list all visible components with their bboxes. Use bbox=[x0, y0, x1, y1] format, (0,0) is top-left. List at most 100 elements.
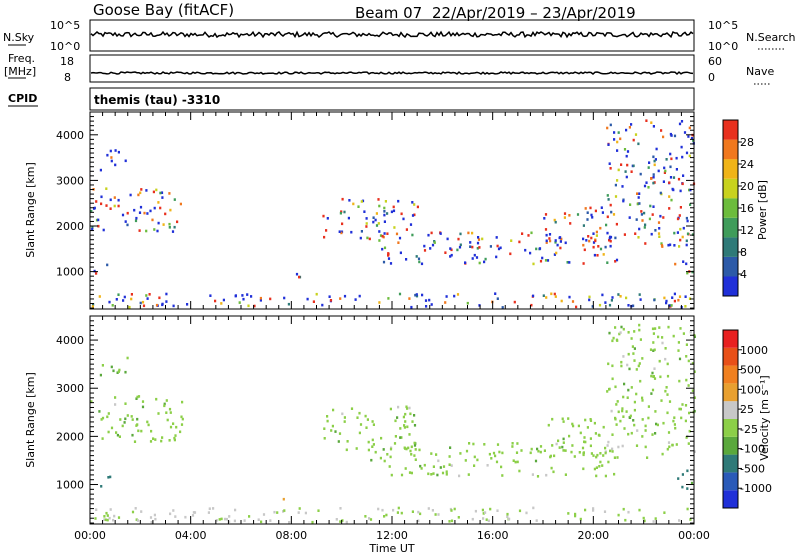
power-cell bbox=[410, 305, 413, 309]
velocity-cell bbox=[674, 426, 677, 430]
velocity-cell bbox=[397, 405, 400, 409]
velocity-cell bbox=[248, 515, 251, 518]
velocity-cell bbox=[584, 440, 587, 444]
velocity-cell bbox=[135, 424, 138, 427]
velocity-cell bbox=[573, 455, 576, 458]
velocity-cell bbox=[620, 364, 623, 368]
velocity-cell bbox=[445, 470, 448, 473]
nave-tick-top: 60 bbox=[708, 55, 722, 68]
velocity-cell bbox=[367, 448, 370, 452]
power-cell bbox=[608, 238, 611, 242]
velocity-cell bbox=[116, 371, 119, 374]
velocity-cell bbox=[657, 335, 660, 339]
velocity-cell bbox=[225, 517, 228, 521]
power-cell bbox=[430, 303, 433, 306]
power-cell bbox=[382, 260, 386, 264]
velocity-cell bbox=[679, 327, 682, 330]
velocity-cell bbox=[413, 454, 416, 457]
velocity-cell bbox=[536, 447, 539, 451]
power-cell bbox=[653, 181, 656, 184]
power-cell bbox=[247, 304, 250, 308]
velocity-cell bbox=[609, 449, 612, 453]
velocity-cell bbox=[481, 508, 484, 512]
power-cell bbox=[658, 235, 661, 238]
power-cell bbox=[91, 228, 94, 231]
velocity-cell bbox=[490, 457, 493, 460]
velocity-cell bbox=[501, 451, 504, 455]
power-cell bbox=[584, 207, 587, 210]
power-cell bbox=[365, 225, 368, 228]
power-cell bbox=[477, 238, 481, 241]
velocity-cell bbox=[589, 444, 592, 448]
power-cell bbox=[613, 131, 616, 134]
velocity-cell bbox=[262, 513, 266, 516]
power-cell bbox=[644, 223, 647, 227]
velocity-cell bbox=[370, 458, 373, 462]
power-cell bbox=[679, 206, 682, 209]
power-cell bbox=[681, 235, 684, 239]
power-cell bbox=[234, 294, 237, 297]
velocity-cell bbox=[107, 430, 110, 434]
power-cell bbox=[105, 187, 108, 190]
power-cell bbox=[598, 303, 602, 307]
velocity-cell bbox=[632, 352, 635, 355]
velocity-cell bbox=[338, 432, 342, 435]
power-cell bbox=[411, 201, 414, 204]
y-tick-label: 2000 bbox=[56, 430, 84, 443]
power-cell bbox=[638, 192, 641, 195]
velocity-cell bbox=[107, 412, 110, 415]
power-cell bbox=[109, 198, 112, 202]
velocity-cell bbox=[390, 473, 393, 477]
power-cell bbox=[615, 222, 618, 226]
power-cell bbox=[610, 210, 613, 214]
velocity-cell bbox=[448, 455, 451, 458]
velocity-cell bbox=[625, 410, 628, 413]
velocity-cell bbox=[652, 341, 655, 344]
velocity-colorbar-tick-label: 500 bbox=[740, 364, 761, 377]
power-cell bbox=[639, 172, 642, 176]
power-cell bbox=[554, 239, 557, 242]
power-cell bbox=[420, 262, 424, 266]
velocity-cell bbox=[430, 473, 433, 476]
velocity-cell bbox=[641, 418, 644, 421]
power-colorbar-swatch bbox=[723, 198, 738, 218]
power-cell bbox=[415, 255, 418, 258]
velocity-cell bbox=[639, 379, 642, 383]
velocity-cell bbox=[641, 396, 644, 400]
velocity-cell bbox=[420, 467, 423, 470]
power-cell bbox=[541, 256, 544, 260]
velocity-cell bbox=[543, 449, 546, 452]
velocity-cell bbox=[450, 519, 454, 523]
power-cell bbox=[283, 296, 286, 300]
power-ylabel: Slant Range [km] bbox=[24, 162, 37, 258]
power-cell bbox=[95, 272, 98, 275]
power-cell bbox=[340, 231, 343, 235]
power-cell bbox=[93, 207, 96, 210]
velocity-cell bbox=[553, 454, 556, 458]
velocity-cell bbox=[626, 396, 629, 399]
velocity-cell bbox=[520, 449, 523, 452]
velocity-cell bbox=[184, 515, 187, 519]
velocity-cell bbox=[668, 445, 671, 449]
velocity-cell bbox=[486, 464, 489, 467]
power-cell bbox=[601, 211, 604, 214]
power-cell bbox=[383, 213, 386, 217]
power-cell bbox=[159, 206, 162, 210]
power-cell bbox=[393, 226, 396, 229]
power-cell bbox=[582, 262, 585, 265]
power-cell bbox=[687, 135, 690, 138]
velocity-cell bbox=[687, 442, 690, 445]
velocity-cell bbox=[406, 407, 409, 410]
velocity-cell bbox=[288, 521, 291, 524]
power-colorbar-swatch bbox=[723, 256, 738, 277]
power-cell bbox=[648, 217, 651, 221]
velocity-cell bbox=[257, 518, 260, 521]
velocity-echo-band bbox=[94, 506, 692, 524]
cpid-value: themis (tau) -3310 bbox=[94, 93, 220, 107]
velocity-cell bbox=[484, 511, 487, 514]
velocity-cell bbox=[417, 510, 420, 514]
velocity-cell bbox=[680, 416, 683, 420]
power-cell bbox=[242, 297, 245, 301]
velocity-echo-band bbox=[367, 441, 619, 464]
power-cell bbox=[186, 303, 189, 306]
